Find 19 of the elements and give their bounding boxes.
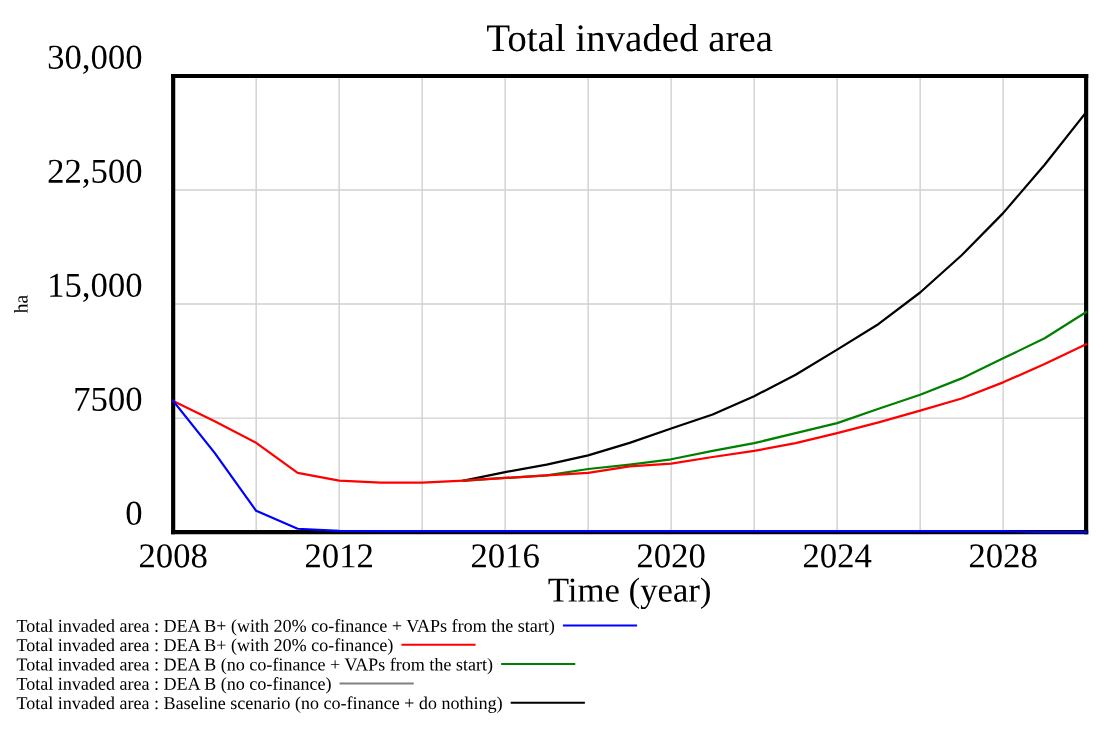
x-tick-label: 2012: [305, 544, 372, 568]
legend-label: Total invaded area : DEA B+ (with 20% co-finance): [16, 638, 393, 655]
x-tick-label: 2020: [637, 544, 705, 568]
legend-label: Total invaded area : DEA B+ (with 20% co-finance + VAPs from the start): [16, 619, 555, 636]
legend-label: Total invaded area : DEA B (no co-finance): [16, 677, 331, 694]
x-tick-label: 2024: [803, 544, 872, 568]
y-axis-title: ha: [14, 295, 28, 314]
x-tick-label: 2016: [471, 544, 539, 568]
x-tick-label: 2028: [969, 544, 1037, 568]
legend-label: Total invaded area : DEA B (no co-finance + VAPs from the start): [16, 657, 493, 675]
x-axis-title: Time (year): [548, 577, 710, 610]
chart-title: Total invaded area: [487, 24, 773, 52]
y-tick-label: 30,000: [48, 45, 142, 74]
x-tick-label: 2008: [139, 544, 207, 568]
y-tick-label: 22,500: [48, 159, 142, 188]
y-tick-label: 0: [126, 501, 142, 526]
y-tick-label: 15,000: [50, 273, 142, 302]
legend-label: Total invaded area : Baseline scenario (no co-finance + do nothing): [16, 696, 502, 713]
y-tick-label: 7500: [75, 387, 142, 412]
